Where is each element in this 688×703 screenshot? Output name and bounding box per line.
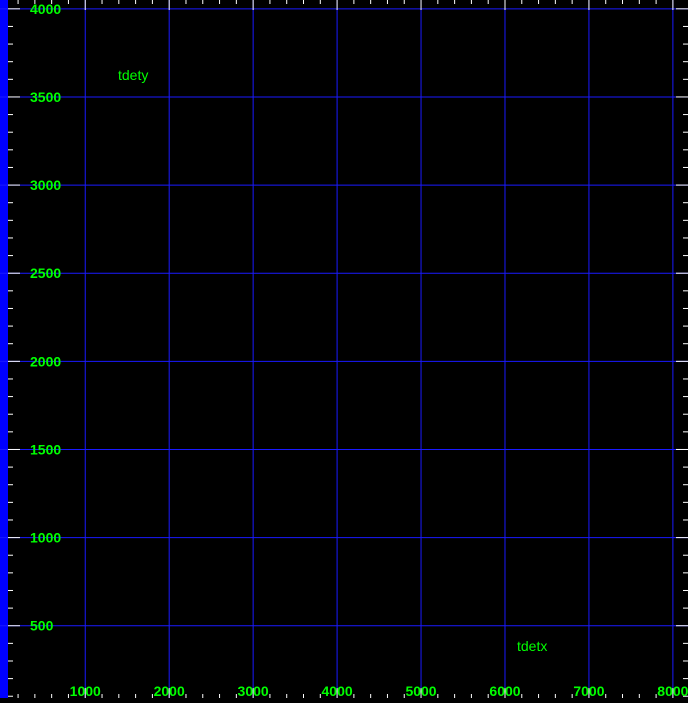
x-tick-label: 3000 (238, 683, 269, 698)
x-tick-label: 2000 (154, 683, 185, 698)
y-tick-label: 1000 (30, 530, 61, 546)
left-frame-border (0, 0, 8, 698)
y-tick-label: 1500 (30, 441, 61, 457)
x-tick-label: 8000 (657, 683, 688, 698)
y-tick-label: 4000 (30, 1, 61, 17)
x-tick-label: 5000 (405, 683, 436, 698)
y-tick-label: 2500 (30, 265, 61, 281)
x-tick-label: 1000 (70, 683, 101, 698)
y-axis-title: tdety (118, 67, 148, 83)
y-tick-label: 2000 (30, 353, 61, 369)
y-tick-label: 3500 (30, 89, 61, 105)
tick-layer (8, 0, 688, 698)
x-tick-label: 6000 (489, 683, 520, 698)
x-tick-label: 7000 (573, 683, 604, 698)
x-tick-label: 4000 (322, 683, 353, 698)
y-tick-label: 3000 (30, 177, 61, 193)
label-layer: 1000 2000 3000 4000 5000 6000 7000 8000 500 1000 1… (30, 1, 688, 699)
y-tick-label: 500 (30, 618, 54, 634)
x-axis-title: tdetx (517, 638, 547, 654)
